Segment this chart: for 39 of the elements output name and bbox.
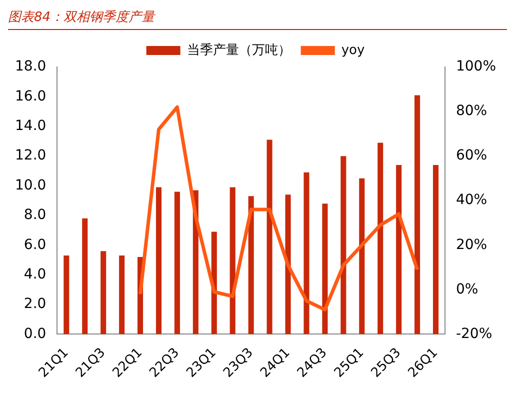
bar	[156, 187, 162, 334]
y2-tick-label: -20%	[456, 326, 492, 342]
bar	[359, 178, 365, 334]
bar	[64, 256, 70, 334]
bar	[414, 95, 420, 334]
y2-tick-label: 80%	[456, 103, 488, 120]
y-tick-label: 16.0	[15, 88, 46, 104]
y2-tick-label: 0%	[456, 281, 478, 298]
bar	[340, 156, 346, 334]
bar	[285, 194, 291, 334]
y-tick-label: 14.0	[15, 118, 46, 134]
y-tick-label: 18.0	[15, 58, 46, 75]
bar	[174, 192, 180, 334]
y-tick-label: 10.0	[15, 177, 46, 194]
bar	[211, 232, 217, 334]
legend-label: 当季产量（万吨）	[186, 42, 291, 58]
legend-label: yoy	[341, 42, 365, 58]
y-tick-label: 2.0	[24, 296, 46, 312]
y-tick-label: 12.0	[15, 148, 46, 164]
y2-tick-label: 20%	[456, 236, 488, 253]
bar	[304, 172, 310, 334]
chart-title: 图表84：双相钢季度产量	[8, 8, 507, 30]
y-tick-label: 6.0	[24, 236, 46, 253]
bar	[322, 204, 328, 334]
bar	[248, 196, 254, 334]
bar	[82, 218, 88, 334]
bar	[119, 256, 125, 334]
bar	[266, 140, 272, 334]
y2-tick-label: 60%	[456, 148, 488, 164]
bar	[396, 164, 402, 334]
y-tick-label: 0.0	[24, 326, 46, 342]
y2-tick-label: 40%	[456, 192, 488, 208]
bar	[100, 251, 106, 334]
bar	[378, 142, 384, 334]
bar	[432, 164, 439, 334]
y2-tick-label: 100%	[456, 58, 496, 75]
bar	[230, 187, 236, 334]
y-tick-label: 8.0	[24, 207, 46, 224]
y-tick-label: 4.0	[24, 266, 46, 282]
